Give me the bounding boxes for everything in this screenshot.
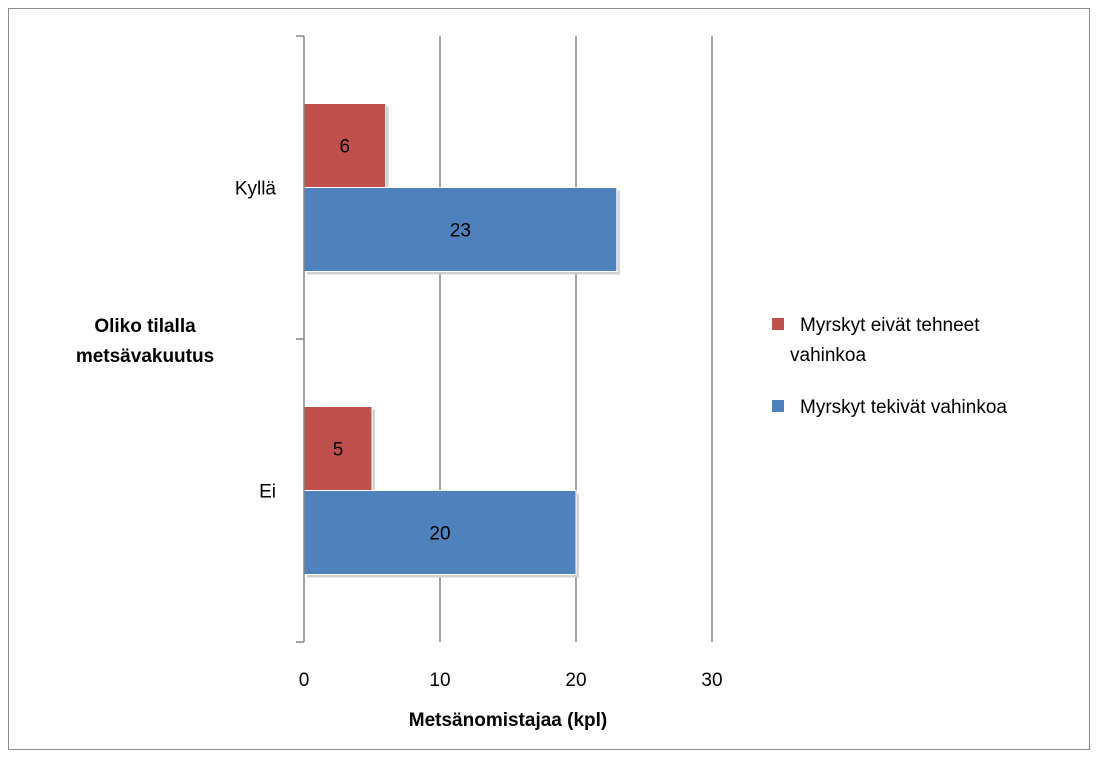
data-label-0-0: 6 — [340, 137, 351, 158]
chart-frame — [8, 8, 1090, 750]
bar-no-damage-1 — [303, 406, 373, 491]
category-label-0: Kyllä — [235, 179, 277, 200]
data-label-1-0: 23 — [450, 221, 471, 242]
bar-damage-0 — [303, 187, 618, 272]
x-axis-title: Metsänomistajaa (kpl) — [409, 710, 608, 731]
legend-swatch-1 — [772, 400, 784, 412]
legend-label-1-0: Myrskyt tekivät vahinkoa — [800, 397, 1007, 418]
x-tick-label-2: 20 — [565, 670, 586, 691]
bar-damage-1 — [303, 490, 577, 575]
x-tick-label-0: 0 — [299, 670, 310, 691]
legend-swatch-0 — [772, 318, 784, 330]
y-axis-title-line-1: metsävakuutus — [76, 346, 214, 367]
x-tick-label-1: 10 — [429, 670, 450, 691]
category-label-1: Ei — [259, 482, 276, 503]
legend-label-0-0: Myrskyt eivät tehneet — [800, 315, 980, 336]
y-axis-title-line-0: Oliko tilalla — [94, 316, 196, 337]
data-label-0-1: 5 — [333, 440, 344, 461]
data-label-1-1: 20 — [429, 524, 450, 545]
legend-label-0-1: vahinkoa — [790, 345, 866, 366]
x-tick-label-3: 30 — [701, 670, 722, 691]
